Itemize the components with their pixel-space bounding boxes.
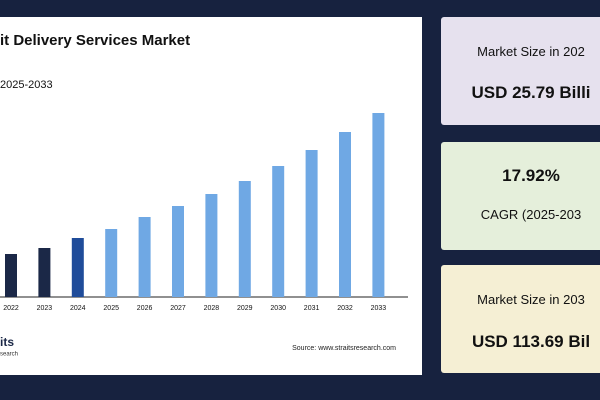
- bar: [38, 248, 51, 297]
- chart-title: it Delivery Services Market: [0, 32, 190, 49]
- bar: [372, 113, 385, 297]
- logo: its: [0, 335, 14, 349]
- card-label: CAGR (2025-203: [480, 207, 582, 222]
- card-value: USD 25.79 Billi: [471, 83, 591, 102]
- x-tick-label: 2028: [204, 305, 220, 312]
- x-tick-label: 2030: [270, 305, 286, 312]
- x-tick-label: 2031: [304, 305, 320, 312]
- bar: [305, 150, 318, 297]
- bar: [272, 166, 285, 297]
- bar: [172, 206, 184, 297]
- card: 17.92% CAGR (2025-203: [441, 142, 600, 250]
- bar: [205, 194, 218, 297]
- x-tick-label: 2032: [337, 305, 353, 312]
- source: Source: www.straitsresearch.com: [292, 345, 396, 352]
- x-tick-label: 2025: [103, 305, 119, 312]
- card: Market Size in 202 USD 25.79 Billi: [441, 17, 600, 125]
- bar: [238, 181, 251, 297]
- x-tick-label: 2029: [237, 305, 253, 312]
- card-value: USD 113.69 Bil: [471, 332, 591, 351]
- x-tick-label: 2026: [137, 305, 153, 312]
- chart-panel: it Delivery Services Market 2025-2033 it…: [0, 17, 422, 375]
- card-label: Market Size in 202: [477, 44, 585, 59]
- bar: [138, 217, 151, 297]
- bar: [71, 238, 84, 297]
- chart-subtitle: 2025-2033: [0, 79, 53, 91]
- x-tick-label: 2024: [70, 305, 86, 312]
- card: Market Size in 203 USD 113.69 Bil: [441, 265, 600, 373]
- bar: [105, 229, 118, 297]
- x-tick-label: 2022: [3, 305, 19, 312]
- bar: [5, 254, 17, 297]
- card-label: Market Size in 203: [477, 292, 585, 307]
- chart: it Delivery Services Market 2025-2033 it…: [0, 32, 408, 358]
- bar: [339, 132, 351, 297]
- x-tick-label: 2023: [37, 305, 53, 312]
- x-tick-label: 2033: [371, 305, 387, 312]
- logo-sub: search: [0, 352, 18, 358]
- card-value: 17.92%: [502, 166, 560, 185]
- x-tick-label: 2027: [170, 305, 186, 312]
